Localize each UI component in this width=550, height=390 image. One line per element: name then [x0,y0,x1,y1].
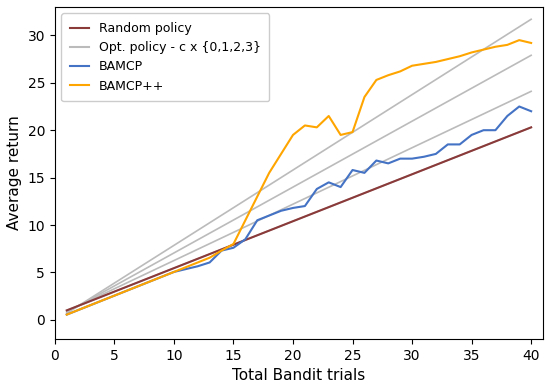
Legend: Random policy, Opt. policy - c x {0,1,2,3}, BAMCP, BAMCP++: Random policy, Opt. policy - c x {0,1,2,… [61,13,270,101]
Y-axis label: Average return: Average return [7,115,22,230]
X-axis label: Total Bandit trials: Total Bandit trials [232,368,366,383]
